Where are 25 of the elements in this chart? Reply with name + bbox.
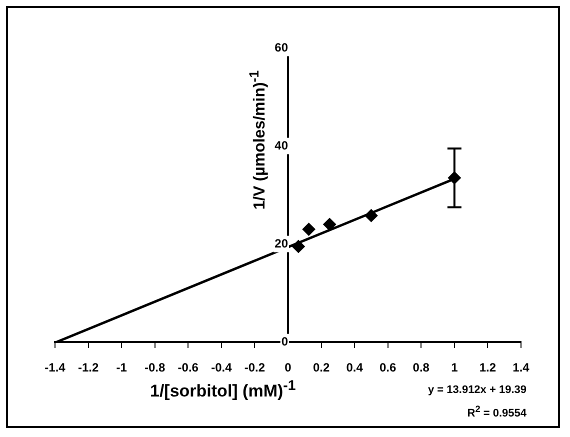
y-tick-label: 60: [274, 40, 288, 54]
x-tick-label: 0.2: [312, 360, 330, 375]
y-tick-label: 20: [274, 236, 288, 250]
y-tick-label: 40: [274, 138, 288, 152]
x-tick-label: 0.4: [346, 360, 364, 375]
x-tick-label: -0.6: [178, 360, 199, 375]
text: R$^{2}$ = 0.9554: [466, 404, 526, 420]
x-tick-label: 1.4: [512, 360, 530, 375]
point: [302, 222, 316, 236]
x-axis-title: 1/[sorbitol] (mM)$^{-1}$: [150, 378, 296, 402]
x-tick-label: 1.2: [479, 360, 496, 375]
x-tick-label: -0.8: [144, 360, 166, 375]
x-tick-label: -1.4: [44, 360, 66, 375]
x-tick-label: -0.2: [244, 360, 266, 375]
point: [323, 218, 336, 231]
x-tick-label: -1: [116, 360, 128, 375]
text: y = 13.912x + 19.39: [428, 384, 526, 396]
y-tick-label: 0: [281, 334, 288, 348]
x-tick-label: -1.2: [78, 360, 99, 375]
point: [292, 240, 305, 253]
point: [364, 209, 378, 222]
x-tick-label: 0.6: [380, 360, 397, 375]
x-tick-label: 1: [451, 360, 458, 375]
x-tick-label: 0.8: [412, 360, 430, 375]
x-tick-label: -0.4: [211, 360, 232, 375]
